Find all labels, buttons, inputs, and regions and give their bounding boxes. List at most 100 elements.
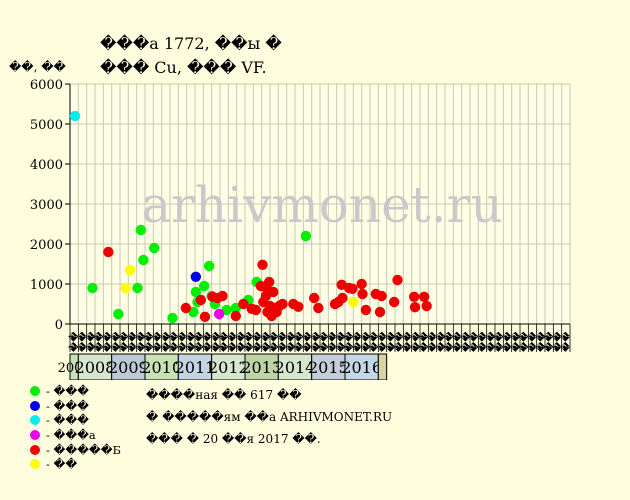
data-point xyxy=(356,278,367,290)
data-point xyxy=(388,296,400,308)
info-note-line: � �����ям ��а ARHIVMONET.RU xyxy=(146,410,393,424)
y-axis-label: ��, �� xyxy=(9,60,66,74)
data-point xyxy=(418,291,430,302)
data-point xyxy=(69,110,81,122)
x-category-label: �� xyxy=(276,331,289,352)
y-tick-label: 2000 xyxy=(30,238,63,253)
legend-item: - �� xyxy=(30,457,121,472)
x-category-label: �� xyxy=(251,331,264,352)
chart-title-line1: ���а 1772, ��ы � xyxy=(100,34,282,53)
legend-item: - ��� xyxy=(30,384,121,399)
watermark: arhivmonet.ru xyxy=(141,176,503,234)
x-category-label: �� xyxy=(143,331,156,352)
x-category-label: �� xyxy=(368,331,381,352)
data-point xyxy=(138,254,149,266)
data-point xyxy=(132,282,143,294)
data-point xyxy=(180,302,192,314)
data-point xyxy=(421,300,432,312)
year-band-cell xyxy=(177,353,213,380)
x-category-label: �� xyxy=(301,331,314,352)
data-point xyxy=(203,260,215,272)
legend-label: - ��� xyxy=(46,413,89,428)
x-category-label: �� xyxy=(309,331,322,352)
data-point xyxy=(167,312,178,324)
x-category-label: �� xyxy=(76,331,89,352)
x-category-label: �� xyxy=(151,331,164,352)
x-category-label: �� xyxy=(376,331,389,352)
x-category-label: �� xyxy=(468,331,481,352)
year-label: 2016 xyxy=(341,358,382,377)
data-point xyxy=(120,282,132,294)
data-point xyxy=(198,280,210,292)
data-point xyxy=(277,298,288,310)
x-category-label: �� xyxy=(318,331,331,352)
x-category-label: �� xyxy=(401,331,414,352)
x-category-label: �� xyxy=(434,331,447,352)
data-point xyxy=(238,298,249,310)
legend-swatch xyxy=(30,444,40,455)
x-category-label: �� xyxy=(168,331,181,352)
data-point xyxy=(213,308,225,320)
info-note-line: ����ная �� 617 �� xyxy=(146,388,302,402)
data-point xyxy=(348,296,359,308)
legend-item: - �����Б xyxy=(30,442,121,457)
legend-label: - ���а xyxy=(46,428,96,443)
year-band-cell xyxy=(111,353,146,380)
x-category-label: �� xyxy=(284,331,297,352)
data-point xyxy=(113,308,124,320)
x-category-label: �� xyxy=(293,331,306,352)
x-category-label: �� xyxy=(326,331,339,352)
data-point xyxy=(357,288,368,300)
x-category-label: �� xyxy=(459,331,472,352)
x-category-label: �� xyxy=(184,331,197,352)
x-category-label: �� xyxy=(109,331,122,352)
x-category-label: �� xyxy=(201,331,214,352)
y-tick-label: 1000 xyxy=(30,278,63,293)
data-point xyxy=(217,290,228,302)
chart-title-line2: ��� Cu, ��� VF. xyxy=(100,58,267,77)
data-point xyxy=(87,282,98,294)
x-category-label: �� xyxy=(159,331,172,352)
x-category-label: �� xyxy=(526,331,539,352)
legend-label: - �� xyxy=(46,457,78,472)
info-note-line: ��� � 20 ��я 2017 ��. xyxy=(146,432,321,446)
x-category-label: �� xyxy=(534,331,547,352)
data-point xyxy=(257,259,268,270)
data-point xyxy=(124,264,136,276)
legend-swatch xyxy=(30,400,40,411)
legend-swatch xyxy=(30,415,40,426)
legend-label: - ��� xyxy=(46,384,89,399)
x-category-label: �� xyxy=(259,331,272,352)
year-label: 2009 xyxy=(108,358,149,377)
data-point xyxy=(360,304,372,316)
x-category-label: �� xyxy=(176,331,189,352)
year-band-cell xyxy=(311,353,346,380)
x-category-label: �� xyxy=(409,331,422,352)
year-label: 2010 xyxy=(141,358,182,377)
x-category-label: �� xyxy=(118,331,131,352)
x-category-label: �� xyxy=(343,331,356,352)
legend-swatch xyxy=(30,386,40,397)
x-category-label: �� xyxy=(551,331,564,352)
x-category-label: �� xyxy=(509,331,522,352)
data-point xyxy=(135,224,147,236)
x-category-label: �� xyxy=(518,331,531,352)
year-label: 2012 xyxy=(208,358,249,377)
data-point xyxy=(195,294,207,306)
data-point xyxy=(409,302,421,313)
data-point xyxy=(313,302,324,314)
data-point xyxy=(148,242,160,254)
x-category-label: �� xyxy=(84,331,97,352)
data-point xyxy=(190,286,202,298)
data-point xyxy=(308,292,320,304)
x-category-label: �� xyxy=(226,331,239,352)
year-band-cell xyxy=(277,353,313,380)
year-label: 2014 xyxy=(275,358,316,377)
x-category-label: �� xyxy=(384,331,397,352)
year-label: 2011 xyxy=(175,358,216,377)
data-point xyxy=(230,310,242,322)
y-tick-label: 6000 xyxy=(30,78,63,93)
data-point xyxy=(374,306,386,318)
x-category-label: �� xyxy=(426,331,439,352)
year-band-cell xyxy=(77,353,113,380)
